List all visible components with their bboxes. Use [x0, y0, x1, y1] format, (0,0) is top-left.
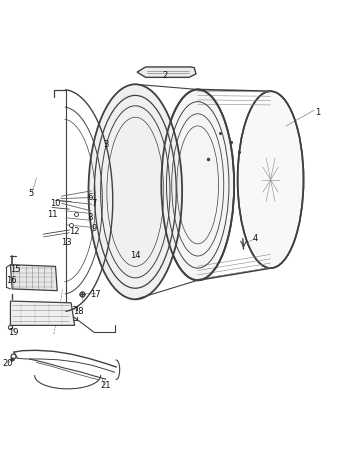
Text: 5: 5 — [29, 189, 34, 198]
Text: 7: 7 — [91, 199, 96, 208]
Text: 11: 11 — [47, 210, 57, 219]
Polygon shape — [10, 301, 75, 325]
Text: 14: 14 — [130, 251, 141, 260]
Text: 9: 9 — [91, 224, 96, 233]
Text: 18: 18 — [73, 307, 83, 316]
Text: 3: 3 — [103, 140, 108, 149]
Text: 16: 16 — [6, 276, 17, 285]
Text: 4: 4 — [252, 234, 258, 243]
Text: 21: 21 — [100, 381, 111, 390]
Text: 8: 8 — [88, 213, 93, 222]
Ellipse shape — [161, 90, 234, 280]
Polygon shape — [10, 265, 57, 291]
Text: 15: 15 — [10, 265, 20, 275]
Text: 19: 19 — [8, 328, 18, 337]
Text: 1: 1 — [315, 107, 320, 116]
Text: 6: 6 — [88, 193, 93, 202]
Ellipse shape — [238, 91, 303, 268]
Text: 20: 20 — [3, 359, 13, 368]
Text: 12: 12 — [69, 227, 80, 236]
Text: 17: 17 — [90, 289, 101, 299]
Polygon shape — [137, 67, 196, 77]
Text: 13: 13 — [61, 238, 71, 246]
Text: 2: 2 — [162, 71, 167, 80]
Ellipse shape — [89, 84, 182, 299]
Text: 10: 10 — [50, 199, 61, 208]
